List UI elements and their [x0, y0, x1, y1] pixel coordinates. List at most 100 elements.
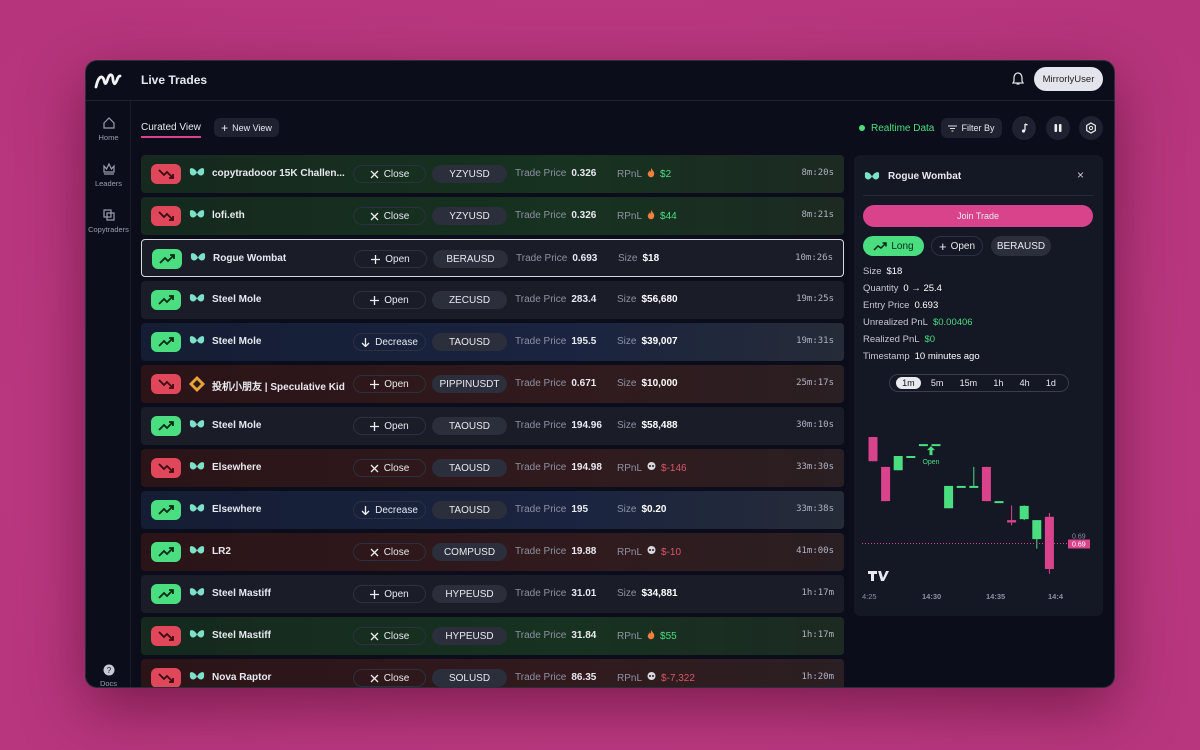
- price-label: Trade Price: [515, 462, 567, 473]
- action-button[interactable]: Close: [353, 207, 426, 225]
- timeframe-option[interactable]: 1h: [993, 378, 1004, 388]
- trade-row[interactable]: lofi.eth Close YZYUSD Trade Price 0.326 RPnL $…: [141, 197, 844, 235]
- metric-value: $34,881: [641, 588, 678, 599]
- price-label: Trade Price: [515, 336, 567, 347]
- trader-avatar: [189, 503, 205, 517]
- nav-icon: [102, 117, 115, 129]
- trade-row[interactable]: Elsewhere Decrease TAOUSD Trade Price 195 Siz…: [141, 491, 844, 529]
- direction-badge: [151, 626, 181, 646]
- timeframe-option[interactable]: 4h: [1019, 378, 1030, 388]
- trade-row[interactable]: Steel Mastiff Open HYPEUSD Trade Price 31.01…: [141, 575, 844, 613]
- action-button[interactable]: Open: [353, 291, 426, 309]
- nav-icon: [102, 162, 115, 175]
- join-trade-button[interactable]: Join Trade: [863, 205, 1093, 227]
- elapsed-time: 19m:25s: [796, 294, 834, 304]
- metric-label: Size: [618, 253, 638, 264]
- trade-detail-panel: Rogue Wombat × Join Trade Long + Open BER…: [854, 155, 1103, 616]
- curated-view-tab[interactable]: Curated View: [141, 122, 201, 138]
- action-button[interactable]: Decrease: [353, 333, 426, 351]
- trade-row[interactable]: Rogue Wombat Open BERAUSD Trade Price 0.693 S…: [141, 239, 844, 277]
- symbol: TAOUSD: [432, 417, 507, 435]
- trade-price: 194.98: [571, 462, 602, 473]
- metric-value: $18: [642, 253, 660, 264]
- trade-row[interactable]: Nova Raptor Close SOLUSD Trade Price 86.35 RP…: [141, 659, 844, 687]
- metric-label: Size: [617, 504, 637, 515]
- action-label: Close: [383, 168, 410, 180]
- trade-price: 194.96: [571, 420, 602, 431]
- price-label: Trade Price: [515, 504, 567, 515]
- action-button[interactable]: Close: [353, 669, 426, 687]
- price-group: Trade Price 31.84: [515, 630, 596, 641]
- action-button[interactable]: Open: [353, 417, 426, 435]
- x-tick-label: 14:35: [986, 592, 1005, 601]
- trade-row[interactable]: Steel Mole Open TAOUSD Trade Price 194.96 Siz…: [141, 407, 844, 445]
- trader-name: Steel Mole: [212, 336, 262, 347]
- timeframe-option[interactable]: 5m: [930, 378, 944, 388]
- action-button[interactable]: Open: [353, 375, 426, 393]
- trader-avatar: [189, 167, 205, 181]
- metric-group: Size $39,007: [617, 336, 678, 347]
- price-group: Trade Price 194.96: [515, 420, 602, 431]
- action-label: Close: [383, 462, 410, 474]
- trade-row[interactable]: 投机小朋友 | Speculative Kid Open PIPPINUSDT Tra…: [141, 365, 844, 403]
- trend-icon: [158, 631, 174, 641]
- metric-value: $56,680: [641, 294, 678, 305]
- detail-trader: Rogue Wombat: [888, 171, 962, 182]
- filter-button[interactable]: Filter By: [941, 118, 1002, 138]
- trade-row[interactable]: Steel Mastiff Close HYPEUSD Trade Price 31.8…: [141, 617, 844, 655]
- timeframe-option[interactable]: 15m: [959, 378, 978, 388]
- trade-row[interactable]: Elsewhere Close TAOUSD Trade Price 194.98 RPn…: [141, 449, 844, 487]
- action-button[interactable]: Open: [353, 585, 426, 603]
- nav-item[interactable]: ? Docs: [86, 664, 131, 687]
- action-button[interactable]: Open: [354, 250, 427, 268]
- trader-name: copytradooor 15K Challen...: [212, 168, 345, 179]
- elapsed-time: 33m:30s: [796, 462, 834, 472]
- direction-badge: [151, 374, 181, 394]
- avatar-icon: [189, 462, 205, 470]
- realtime-status: Realtime Data: [871, 123, 935, 134]
- close-panel-icon[interactable]: ×: [1077, 168, 1085, 182]
- field-value: 10 minutes ago: [914, 351, 980, 362]
- settings-button[interactable]: [1079, 116, 1103, 140]
- trader-avatar: [189, 335, 205, 349]
- action-button[interactable]: Close: [353, 627, 426, 645]
- nav-item[interactable]: Copytraders: [86, 208, 131, 234]
- action-button[interactable]: Decrease: [353, 501, 426, 519]
- trader-name: Rogue Wombat: [213, 253, 287, 264]
- timeframe-selector: 1m 5m 15m 1h 4h 1d: [889, 374, 1069, 392]
- nav-item[interactable]: Leaders: [86, 162, 131, 188]
- price-group: Trade Price 0.326: [515, 168, 596, 179]
- app-window: Live Trades MirrorlyUser Home Leaders Copy…: [85, 60, 1115, 688]
- notifications-icon[interactable]: [1012, 72, 1024, 86]
- pause-button[interactable]: [1046, 116, 1070, 140]
- trade-list: copytradooor 15K Challen... Close YZYUSD Tr…: [141, 155, 844, 687]
- new-view-button[interactable]: + New View: [214, 118, 279, 137]
- action-label: Open: [384, 420, 409, 432]
- svg-text:?: ?: [106, 666, 111, 675]
- trade-row[interactable]: copytradooor 15K Challen... Close YZYUSD Tr…: [141, 155, 844, 193]
- user-menu[interactable]: MirrorlyUser: [1034, 67, 1103, 91]
- skull-shape: [647, 546, 656, 554]
- trend-icon: [158, 421, 174, 431]
- timeframe-option[interactable]: 1d: [1045, 378, 1056, 388]
- timeframe-option[interactable]: 1m: [896, 377, 921, 389]
- trade-price: 0.326: [571, 210, 597, 221]
- trade-row[interactable]: LR2 Close COMPUSD Trade Price 19.88 RPnL $-10 4…: [141, 533, 844, 571]
- trader-name: Steel Mole: [212, 420, 262, 431]
- trade-price: 19.88: [571, 546, 597, 557]
- trade-row[interactable]: Steel Mole Open ZECUSD Trade Price 283.4 Size…: [141, 281, 844, 319]
- action-label: Open: [384, 588, 409, 600]
- detail-field: Realized PnL $0: [863, 334, 935, 345]
- nav-item[interactable]: Home: [86, 116, 131, 142]
- action-button[interactable]: Close: [353, 543, 426, 561]
- action-button[interactable]: Close: [353, 165, 426, 183]
- action-button[interactable]: Close: [353, 459, 426, 477]
- fire-icon: [647, 210, 655, 223]
- metric-group: RPnL $2: [617, 168, 671, 181]
- trade-row[interactable]: Steel Mole Decrease TAOUSD Trade Price 195.5…: [141, 323, 844, 361]
- sound-button[interactable]: [1012, 116, 1036, 140]
- page-title: Live Trades: [141, 73, 208, 87]
- elapsed-time: 30m:10s: [796, 420, 834, 430]
- metric-label: RPnL: [617, 546, 643, 558]
